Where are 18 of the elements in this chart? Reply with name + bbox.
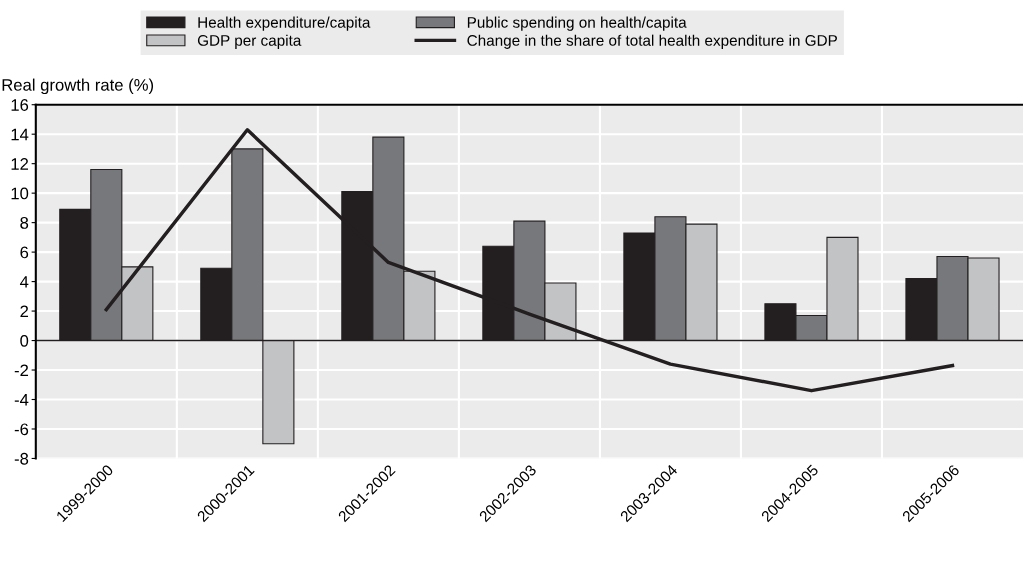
- y-tick-label: -6: [14, 423, 29, 436]
- y-tick-label: 2: [20, 305, 29, 318]
- y-tick-label: -8: [14, 452, 29, 465]
- y-tick-label: 4: [19, 276, 29, 288]
- y-tick-label: 12: [11, 158, 29, 170]
- y-tick-label: -4: [14, 394, 29, 406]
- legend-label: GDP per capita: [197, 34, 302, 49]
- y-tick-label: 8: [20, 217, 29, 229]
- legend-label: Change in the share of total health expenditure in GDP: [467, 34, 837, 49]
- legend-label: Public spending on health/capita: [467, 16, 687, 31]
- y-tick-label: 0: [20, 334, 29, 347]
- y-tick-label: 6: [20, 246, 29, 259]
- legend-label: Health expenditure/capita: [198, 16, 371, 31]
- y-tick-label: 14: [11, 128, 29, 141]
- y-axis-title: Real growth rate (%): [2, 78, 154, 95]
- y-tick-label: 10: [11, 187, 29, 200]
- y-tick-label: 16: [11, 99, 29, 111]
- y-tick-label: -2: [14, 364, 29, 377]
